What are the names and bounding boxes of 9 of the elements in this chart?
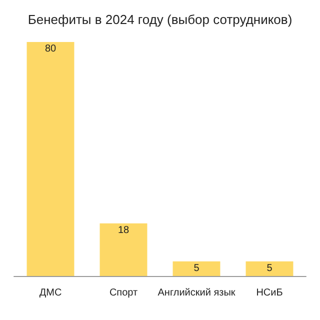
x-tick-label: НСиБ: [256, 288, 284, 298]
data-label: 80: [44, 44, 56, 54]
x-tick-label: Спорт: [109, 288, 138, 298]
x-tick-label: Английский язык: [158, 288, 236, 298]
data-label: 5: [266, 262, 273, 274]
x-tick-label: ДМС: [39, 288, 62, 298]
data-label: 18: [118, 224, 130, 236]
data-label: 5: [194, 262, 200, 274]
chart-title: Бенефиты в 2024 году (выбор сотрудников): [28, 12, 292, 27]
